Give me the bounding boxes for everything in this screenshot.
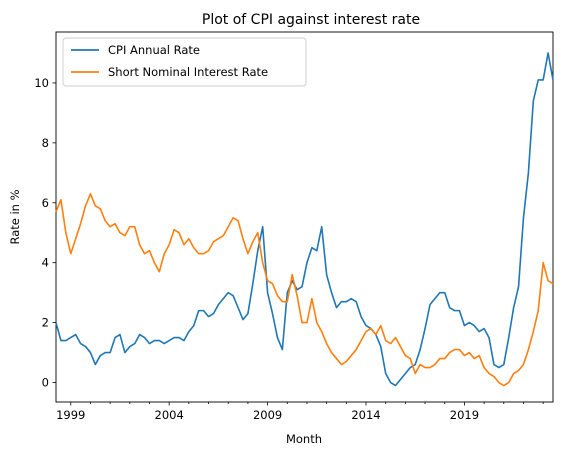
chart-title: Plot of CPI against interest rate xyxy=(202,12,420,28)
y-axis-label: Rate in % xyxy=(8,189,22,244)
x-tick-label: 1999 xyxy=(56,408,85,422)
x-axis-label: Month xyxy=(286,432,322,446)
y-tick-label: 4 xyxy=(42,256,49,270)
y-tick-label: 10 xyxy=(34,76,49,90)
x-tick-label: 2004 xyxy=(155,408,184,422)
x-tick-label: 2019 xyxy=(450,408,479,422)
plot-frame xyxy=(55,31,554,403)
series-line-1 xyxy=(55,192,554,387)
series-layer xyxy=(55,52,554,387)
x-tick-label: 2009 xyxy=(253,408,282,422)
x-axis-ticks: 1999 2004 2009 2014 2019 xyxy=(56,402,544,422)
legend: CPI Annual Rate Short Nominal Interest R… xyxy=(62,37,307,87)
y-axis-ticks: 0 2 4 6 8 10 xyxy=(34,76,56,390)
plot-area: 1999 2004 2009 2014 2019 0 2 4 6 8 10 xyxy=(34,31,554,422)
legend-label-cpi: CPI Annual Rate xyxy=(108,43,200,57)
legend-box xyxy=(62,37,307,87)
legend-label-interest: Short Nominal Interest Rate xyxy=(108,65,268,79)
x-tick-label: 2014 xyxy=(351,408,380,422)
y-tick-label: 2 xyxy=(42,316,49,330)
y-tick-label: 8 xyxy=(42,136,49,150)
series-line-0 xyxy=(55,52,554,387)
y-tick-label: 6 xyxy=(42,196,49,210)
y-tick-label: 0 xyxy=(42,376,49,390)
